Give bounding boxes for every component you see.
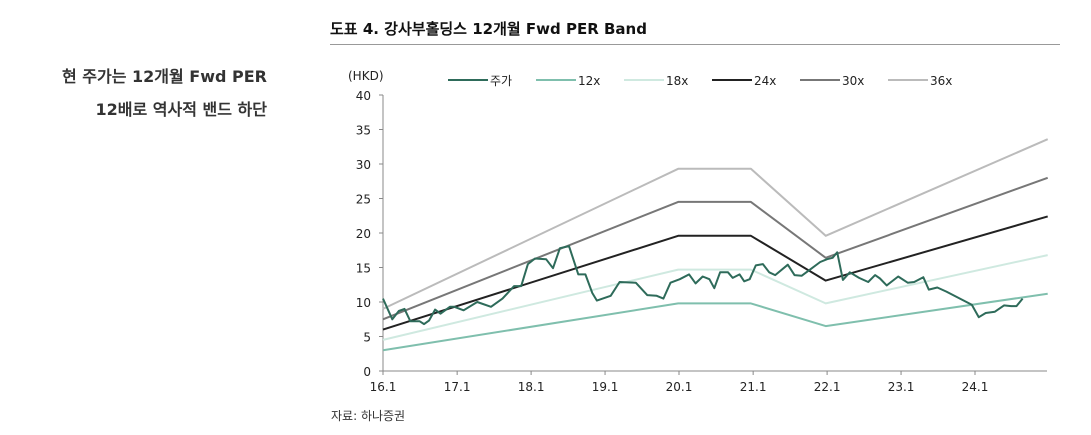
series-line-18x (382, 254, 1048, 341)
series-line-12x (382, 292, 1048, 352)
y-tick-label: 25 (356, 193, 371, 207)
x-tick-label: 16.1 (370, 380, 397, 394)
x-tick-label: 20.1 (666, 380, 693, 394)
legend-label-24x: 24x (754, 74, 776, 88)
series-line-주가 (382, 245, 1024, 326)
y-tick-label: 0 (363, 365, 371, 379)
series-line-24x (382, 215, 1048, 331)
title-divider (330, 44, 1060, 45)
y-tick-label: 40 (356, 89, 371, 103)
legend-label-주가: 주가 (490, 74, 512, 88)
y-tick-label: 30 (356, 158, 371, 172)
series-line-36x (382, 138, 1049, 310)
y-tick-label: 5 (363, 331, 371, 345)
series-line-30x (382, 176, 1049, 321)
y-tick-label: 15 (356, 262, 371, 276)
side-note-line2: 12배로 역사적 밴드 하단 (95, 100, 267, 119)
x-tick-label: 18.1 (518, 380, 545, 394)
legend-label-30x: 30x (842, 74, 864, 88)
y-tick-label: 35 (356, 124, 371, 138)
y-tick-label: 20 (356, 227, 371, 241)
side-note: 현 주가는 12개월 Fwd PER 12배로 역사적 밴드 하단 (62, 60, 267, 126)
legend-label-36x: 36x (930, 74, 952, 88)
legend-label-12x: 12x (578, 74, 600, 88)
chart-title: 도표 4. 강사부홀딩스 12개월 Fwd PER Band (330, 20, 647, 38)
y-tick-label: 10 (356, 296, 371, 310)
x-tick-label: 21.1 (740, 380, 767, 394)
x-tick-label: 19.1 (592, 380, 619, 394)
x-tick-label: 24.1 (962, 380, 989, 394)
x-tick-label: 23.1 (888, 380, 915, 394)
side-note-line1: 현 주가는 12개월 Fwd PER (61, 67, 267, 86)
x-tick-label: 22.1 (814, 380, 841, 394)
x-tick-label: 17.1 (444, 380, 471, 394)
legend-label-18x: 18x (666, 74, 688, 88)
source-note: 자료: 하나증권 (331, 409, 406, 423)
y-axis-unit-label: (HKD) (348, 69, 384, 83)
